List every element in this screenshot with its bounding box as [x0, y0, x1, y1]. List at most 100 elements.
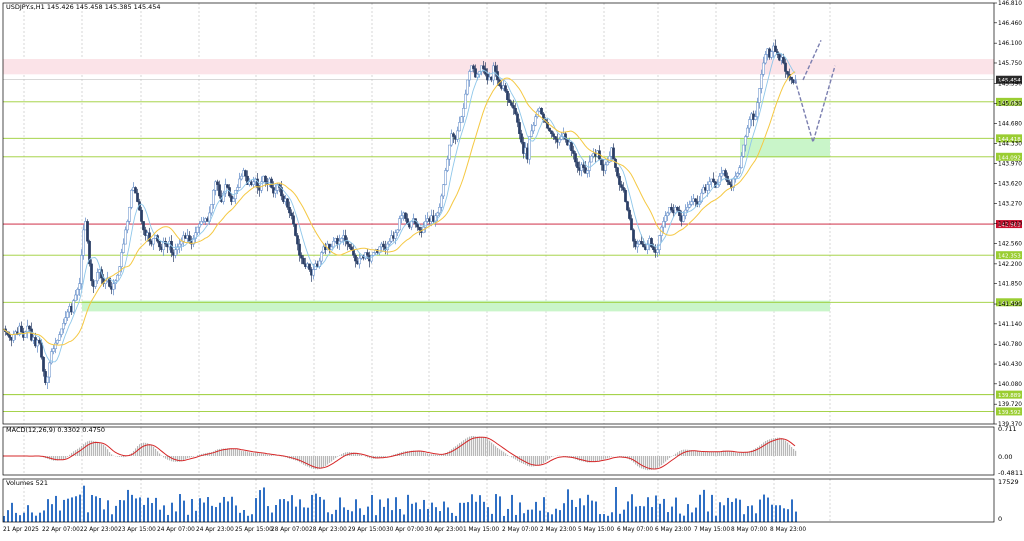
- volume-bar: [755, 513, 757, 522]
- candle-body: [196, 227, 198, 233]
- macd-bar: [215, 450, 216, 456]
- candle-body: [506, 91, 508, 99]
- volume-bar: [447, 507, 449, 522]
- volume-bar: [655, 495, 657, 522]
- macd-bar: [333, 456, 334, 460]
- candle-body: [86, 221, 88, 241]
- macd-bar: [669, 456, 670, 458]
- candle-body: [456, 131, 458, 139]
- candle-body: [628, 210, 630, 218]
- volume-bar: [183, 501, 185, 522]
- volume-bar: [319, 497, 321, 522]
- volume-bar: [335, 510, 337, 522]
- volume-bar: [743, 514, 745, 522]
- level-price-label: 139.889: [998, 393, 1021, 399]
- volume-bar: [547, 512, 549, 522]
- candle-body: [582, 165, 584, 168]
- candle-body: [350, 247, 352, 250]
- candle-body: [346, 241, 348, 244]
- time-label: 8 May 23:00: [770, 527, 806, 533]
- volume-bar: [467, 502, 469, 522]
- volume-bar: [687, 504, 689, 522]
- macd-bar: [457, 445, 458, 456]
- volume-bar: [139, 497, 141, 522]
- candle-body: [518, 122, 520, 133]
- volume-bar: [399, 509, 401, 522]
- macd-bar: [607, 456, 608, 458]
- candle-body: [658, 236, 660, 250]
- macd-bar: [741, 453, 742, 456]
- volume-bar: [495, 494, 497, 522]
- volume-bar: [259, 490, 261, 522]
- volume-bar: [59, 511, 61, 522]
- candle-body: [442, 185, 444, 196]
- volume-bar: [75, 496, 77, 522]
- macd-bar: [507, 455, 508, 456]
- candle-body: [148, 233, 150, 241]
- volume-bar: [391, 510, 393, 522]
- macd-bar: [149, 444, 150, 456]
- volume-bar: [563, 503, 565, 522]
- macd-bar: [477, 437, 478, 456]
- time-label: 8 May 07:00: [731, 527, 767, 533]
- macd-bar: [603, 456, 604, 459]
- macd-bar: [53, 456, 54, 461]
- volume-bar: [631, 494, 633, 522]
- volume-bar: [659, 504, 661, 522]
- macd-bar: [635, 456, 636, 464]
- macd-bar: [537, 456, 538, 466]
- volume-bar: [323, 500, 325, 522]
- candle-body: [292, 216, 294, 224]
- macd-bar: [767, 440, 768, 456]
- volume-bar: [791, 499, 793, 522]
- macd-bar: [653, 456, 654, 470]
- candle-body: [38, 340, 40, 343]
- volume-bar: [19, 515, 21, 522]
- macd-bar: [175, 456, 176, 462]
- candle-body: [460, 117, 462, 123]
- macd-bar: [305, 456, 306, 466]
- macd-bar: [703, 452, 704, 456]
- price-tick-label: 144.680: [998, 122, 1022, 128]
- volume-bar: [463, 503, 465, 522]
- candle-body: [520, 134, 522, 142]
- time-label: 6 May 23:00: [655, 527, 691, 533]
- macd-bar: [787, 443, 788, 456]
- volume-bar: [527, 510, 529, 522]
- macd-bar: [431, 454, 432, 456]
- candle-body: [382, 244, 384, 247]
- macd-bar: [785, 441, 786, 456]
- macd-bar: [241, 451, 242, 456]
- price-tick-label: 142.560: [998, 241, 1022, 247]
- volume-bar: [307, 508, 309, 522]
- candle-body: [76, 289, 78, 295]
- macd-bar: [307, 456, 308, 466]
- macd-bar: [579, 456, 580, 461]
- macd-bar: [707, 452, 708, 456]
- macd-bar: [309, 456, 310, 468]
- macd-bar: [97, 442, 98, 456]
- macd-bar: [103, 445, 104, 456]
- macd-bar: [593, 456, 594, 462]
- candle-body: [720, 173, 722, 176]
- volume-bar: [199, 498, 201, 522]
- candle-body: [330, 247, 332, 250]
- macd-bar: [781, 438, 782, 456]
- candle-body: [188, 236, 190, 242]
- price-tick-label: 141.140: [998, 322, 1022, 328]
- volume-bar: [155, 498, 157, 522]
- macd-bar: [151, 445, 152, 456]
- macd-bar: [599, 456, 600, 460]
- volume-bar: [675, 498, 677, 522]
- volume-bar: [83, 486, 85, 522]
- macd-bar: [551, 456, 552, 457]
- candle-body: [532, 125, 534, 131]
- macd-bar: [549, 456, 550, 459]
- candle-body: [296, 236, 298, 244]
- volume-bar: [95, 496, 97, 522]
- macd-bar: [687, 450, 688, 456]
- candle-body: [54, 343, 56, 349]
- candle-body: [62, 323, 64, 329]
- time-label: 7 May 15:00: [694, 527, 730, 533]
